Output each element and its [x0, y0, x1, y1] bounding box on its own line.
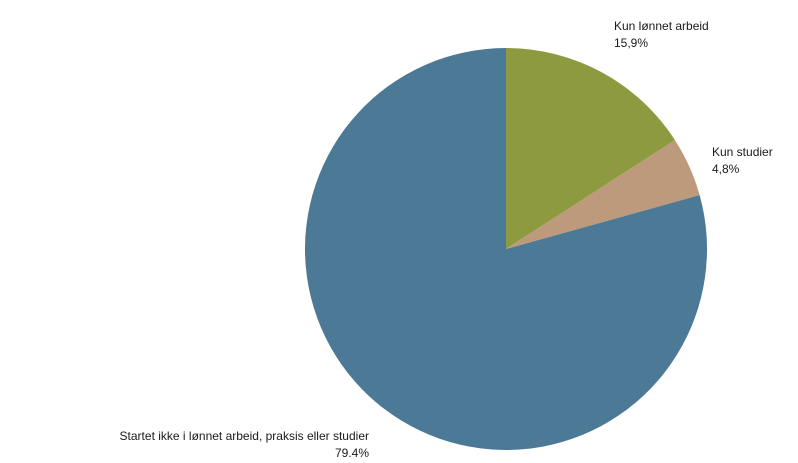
pie-slice-0	[506, 48, 675, 249]
slice-value-kun-lonnet-arbeid: 15,9%	[614, 36, 648, 50]
pie-slice-2	[305, 48, 708, 450]
slice-label-startet-ikke: Startet ikke i lønnet arbeid, praksis el…	[120, 429, 369, 443]
slice-label-kun-lonnet-arbeid: Kun lønnet arbeid	[614, 19, 709, 33]
slice-label-kun-studier: Kun studier	[712, 145, 773, 159]
pie-slices	[305, 48, 708, 450]
pie-slice-1	[506, 140, 700, 249]
slice-value-startet-ikke: 79.4%	[335, 446, 369, 460]
slice-value-kun-studier: 4,8%	[712, 162, 740, 176]
